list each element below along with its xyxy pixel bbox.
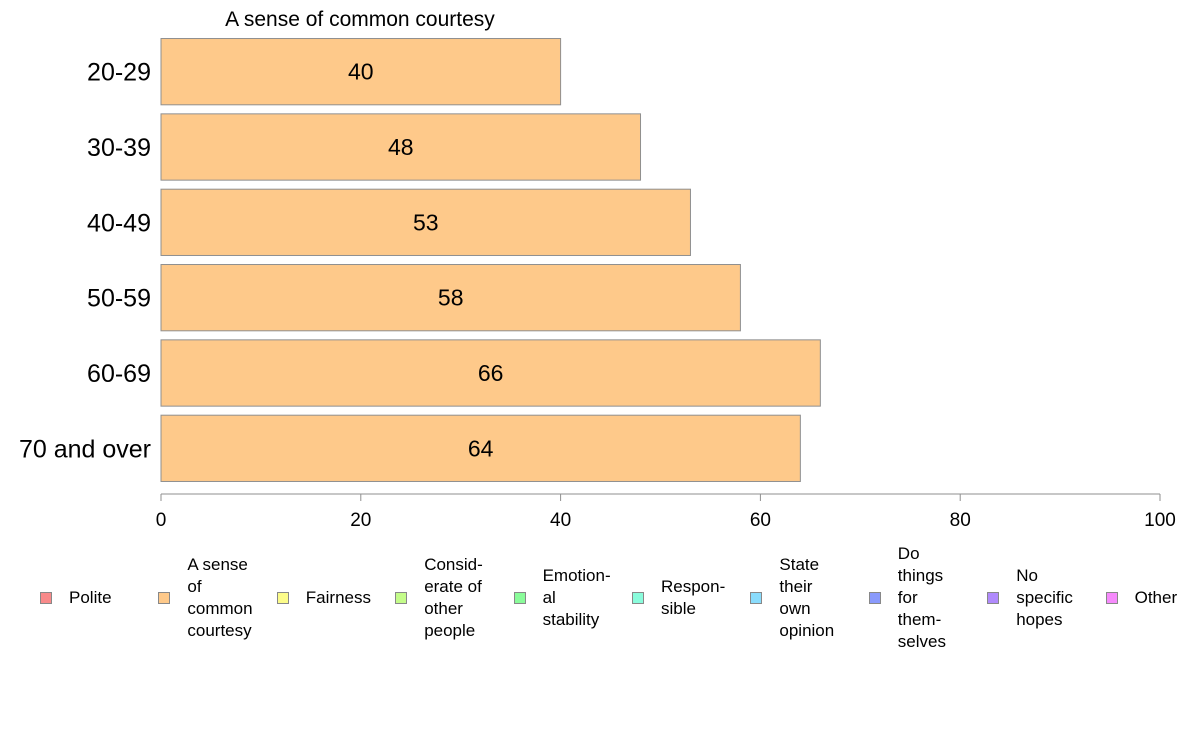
legend-swatch bbox=[868, 592, 881, 604]
chart-title: A sense of common courtesy bbox=[225, 8, 495, 31]
value-label: 40 bbox=[348, 59, 374, 85]
x-tick-label: 40 bbox=[550, 510, 571, 531]
legend-item: Respon- sible bbox=[632, 576, 725, 620]
legend-item: Consid- erate of other people bbox=[395, 554, 483, 642]
category-label: 40-49 bbox=[87, 209, 151, 237]
legend-item: Fairness bbox=[276, 587, 371, 609]
legend-label: State their own opinion bbox=[779, 555, 835, 640]
category-label: 30-39 bbox=[87, 134, 151, 162]
bar-50-59 bbox=[160, 264, 741, 332]
bar-60-69 bbox=[160, 339, 821, 407]
x-tick-label: 0 bbox=[156, 510, 167, 531]
value-label: 58 bbox=[438, 285, 464, 311]
legend-swatch bbox=[632, 592, 644, 604]
category-label: 50-59 bbox=[87, 285, 151, 313]
legend-item: Do things for them- selves bbox=[868, 543, 946, 653]
bar-70-and-over bbox=[160, 414, 801, 482]
category-label: 60-69 bbox=[87, 360, 151, 388]
legend: Polite A sense of common courtesy Fairness… bbox=[0, 540, 1188, 660]
legend-swatch bbox=[395, 592, 408, 604]
legend-label: Do things for them- selves bbox=[897, 544, 946, 651]
x-tick-label: 60 bbox=[750, 510, 771, 531]
value-label: 48 bbox=[388, 134, 414, 160]
legend-item: A sense of common courtesy bbox=[158, 554, 253, 642]
legend-label: Other bbox=[1134, 588, 1178, 607]
category-labels-group: 20-29 30-39 40-49 50-59 60-69 70 and over bbox=[19, 59, 151, 464]
legend-swatch bbox=[1105, 592, 1118, 604]
value-label: 64 bbox=[468, 435, 494, 461]
legend-swatch bbox=[158, 592, 171, 604]
value-label: 66 bbox=[478, 360, 504, 386]
legend-item: Emotion- al stability bbox=[513, 565, 611, 631]
x-tick-label: 80 bbox=[950, 510, 971, 531]
x-axis: 0 20 40 60 80 100 bbox=[156, 493, 1176, 531]
legend-label: Respon- sible bbox=[661, 577, 726, 618]
legend-swatch bbox=[40, 592, 52, 604]
legend-label: Polite bbox=[69, 588, 112, 607]
x-tick-label: 100 bbox=[1144, 510, 1176, 531]
x-tick-label: 20 bbox=[350, 510, 371, 531]
bars-group bbox=[160, 38, 821, 482]
legend-item: State their own opinion bbox=[750, 554, 834, 642]
bar-20-29 bbox=[160, 38, 562, 106]
bar-30-39 bbox=[160, 113, 642, 181]
legend-label: No specific hopes bbox=[1016, 566, 1073, 629]
legend-swatch bbox=[276, 592, 289, 604]
legend-item: Other bbox=[1105, 587, 1178, 609]
legend-swatch bbox=[987, 592, 1000, 604]
legend-label: A sense of common courtesy bbox=[187, 555, 253, 640]
legend-item: No specific hopes bbox=[987, 565, 1073, 631]
legend-swatch bbox=[750, 592, 763, 604]
legend-label: Fairness bbox=[305, 588, 371, 607]
legend-item: Polite bbox=[40, 587, 112, 609]
value-label: 53 bbox=[413, 209, 439, 235]
category-label: 70 and over bbox=[19, 435, 151, 463]
legend-label: Emotion- al stability bbox=[542, 566, 611, 629]
bar-chart: A sense of common courtesy 404853586664 … bbox=[19, 8, 1176, 531]
bar-40-49 bbox=[160, 188, 691, 256]
category-label: 20-29 bbox=[87, 59, 151, 87]
legend-label: Consid- erate of other people bbox=[424, 555, 483, 640]
legend-swatch bbox=[513, 592, 526, 604]
value-labels-group: 40 48 53 58 66 64 bbox=[348, 59, 503, 462]
